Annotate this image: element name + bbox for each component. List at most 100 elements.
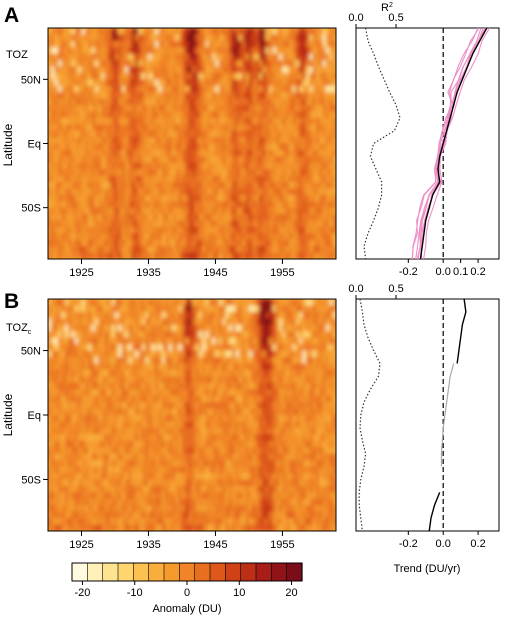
heatmap-cell xyxy=(155,344,160,352)
heatmap-cell xyxy=(332,47,336,55)
heatmap-cell xyxy=(158,331,163,339)
heatmap-cell xyxy=(212,492,217,500)
heatmap-cell xyxy=(312,137,317,145)
heatmap-cell xyxy=(195,311,200,319)
heatmap-cell xyxy=(64,498,69,506)
heatmap-cell xyxy=(272,105,277,113)
heatmap-cell xyxy=(118,318,123,326)
heatmap-cell xyxy=(248,149,253,157)
heatmap-cell xyxy=(262,201,267,209)
heatmap-cell xyxy=(141,60,146,68)
heatmap-cell xyxy=(158,252,163,259)
heatmap-cell xyxy=(195,214,200,222)
heatmap-cell xyxy=(88,524,93,531)
heatmap-cell xyxy=(84,389,89,397)
heatmap-cell xyxy=(128,105,133,113)
heatmap-cell xyxy=(98,143,103,151)
heatmap-cell xyxy=(84,382,89,390)
heatmap-cell xyxy=(232,220,237,228)
heatmap-cell xyxy=(78,246,83,254)
heatmap-cell xyxy=(111,415,116,423)
heatmap-cell xyxy=(48,344,52,352)
heatmap-cell xyxy=(118,175,123,183)
heatmap-cell xyxy=(58,194,62,202)
heatmap-cell xyxy=(104,382,109,390)
heatmap-cell xyxy=(161,440,166,448)
heatmap-cell xyxy=(98,389,103,397)
heatmap-cell xyxy=(88,382,93,390)
heatmap-cell xyxy=(131,453,136,461)
heatmap-cell xyxy=(262,169,267,177)
heatmap-cell xyxy=(68,421,73,429)
heatmap-cell xyxy=(98,111,103,119)
heatmap-cell xyxy=(98,188,103,196)
heatmap-cell xyxy=(305,194,310,202)
heatmap-cell xyxy=(131,337,136,345)
heatmap-cell xyxy=(101,498,106,506)
heatmap-cell xyxy=(165,201,170,209)
heatmap-cell xyxy=(329,143,334,151)
heatmap-cell xyxy=(51,350,56,358)
heatmap-cell xyxy=(332,239,336,247)
heatmap-cell xyxy=(171,85,176,93)
heatmap-cell xyxy=(81,357,86,365)
heatmap-cell xyxy=(235,124,240,132)
heatmap-cell xyxy=(61,188,66,196)
heatmap-cell xyxy=(185,79,190,87)
heatmap-cell xyxy=(118,415,123,423)
heatmap-cell xyxy=(135,79,140,87)
heatmap-cell xyxy=(185,473,190,481)
heatmap-cell xyxy=(181,299,186,307)
heatmap-cell xyxy=(135,98,140,106)
heatmap-cell xyxy=(175,324,180,332)
heatmap-cell xyxy=(88,440,93,448)
heatmap-cell xyxy=(101,363,106,371)
heatmap-cell xyxy=(309,40,314,48)
heatmap-cell xyxy=(108,233,113,241)
heatmap-cell xyxy=(64,421,69,429)
heatmap-cell xyxy=(145,357,150,365)
heatmap-cell xyxy=(322,117,327,125)
heatmap-cell xyxy=(61,357,66,365)
heatmap-cell xyxy=(319,66,324,74)
heatmap-cell xyxy=(312,111,317,119)
heatmap-cell xyxy=(125,239,129,247)
heatmap-cell xyxy=(71,473,76,481)
heatmap-cell xyxy=(195,485,200,493)
heatmap-cell xyxy=(325,117,330,125)
heatmap-cell xyxy=(135,427,140,435)
heatmap-cell xyxy=(54,105,59,113)
heatmap-cell xyxy=(295,130,300,138)
heatmap-cell xyxy=(329,226,334,234)
heatmap-cell xyxy=(312,194,317,202)
heatmap-cell xyxy=(114,66,119,74)
heatmap-cell xyxy=(131,402,136,410)
heatmap-cell xyxy=(181,453,186,461)
heatmap-cell xyxy=(78,311,83,319)
heatmap-cell xyxy=(255,188,260,196)
heatmap-cell xyxy=(51,408,56,416)
heatmap-cell xyxy=(58,98,62,106)
heatmap-cell xyxy=(242,53,247,61)
heatmap-cell xyxy=(91,299,96,307)
heatmap-cell xyxy=(135,233,140,241)
heatmap-cell xyxy=(104,66,109,74)
heatmap-cell xyxy=(145,376,150,384)
heatmap-cell xyxy=(64,311,69,319)
heatmap-cell xyxy=(208,492,213,500)
heatmap-cell xyxy=(135,130,140,138)
heatmap-cell xyxy=(114,143,119,151)
heatmap-cell xyxy=(255,92,260,100)
heatmap-cell xyxy=(71,28,76,36)
heatmap-cell xyxy=(104,182,109,190)
heatmap-cell xyxy=(212,156,217,164)
heatmap-cell xyxy=(98,252,103,259)
heatmap-cell xyxy=(332,60,336,68)
heatmap-cell xyxy=(61,311,66,319)
heatmap-cell xyxy=(101,169,106,177)
heatmap-cell xyxy=(205,85,210,93)
heatmap-cell xyxy=(252,169,257,177)
heatmap-cell xyxy=(289,98,294,106)
heatmap-cell xyxy=(148,143,153,151)
heatmap-cell xyxy=(292,85,297,93)
